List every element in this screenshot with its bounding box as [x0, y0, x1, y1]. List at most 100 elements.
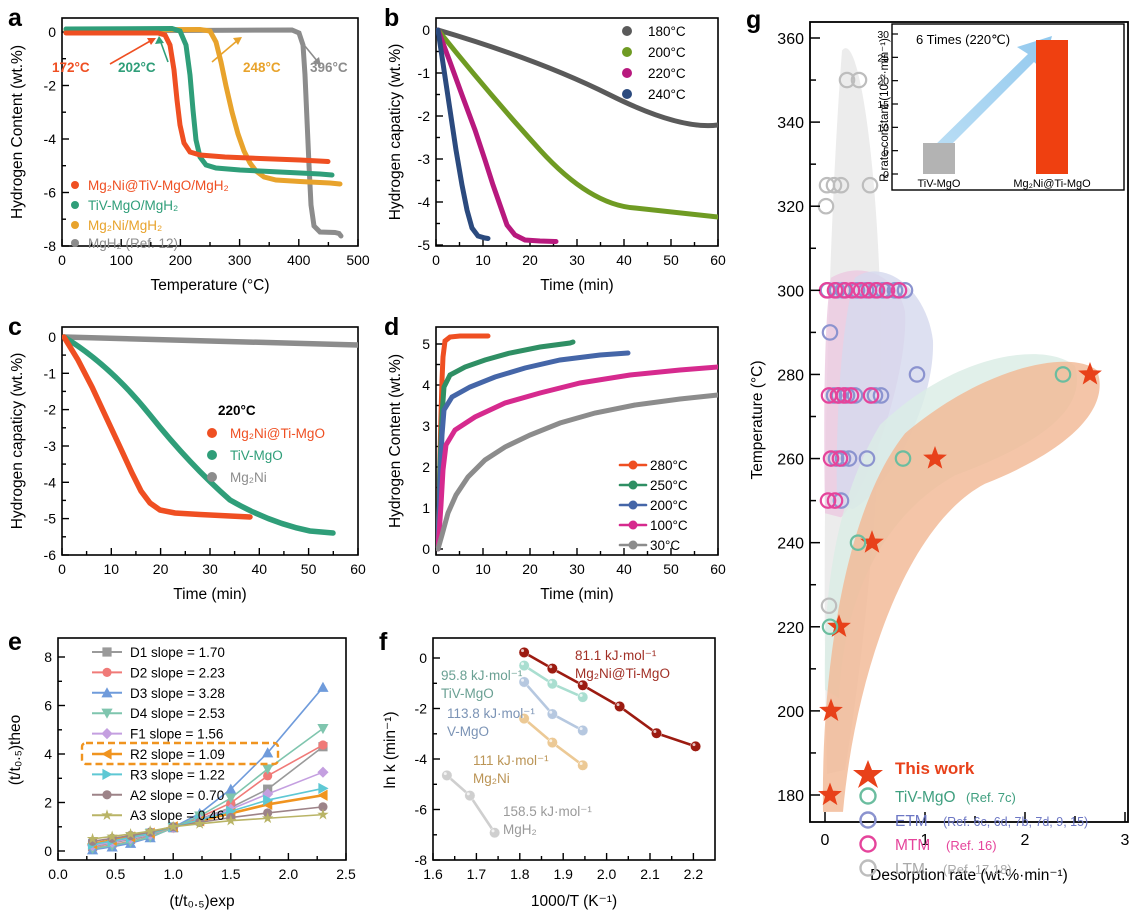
data-point	[261, 812, 274, 824]
data-point	[318, 740, 328, 750]
x-tick: 10	[475, 252, 491, 268]
point-highlight	[443, 772, 447, 776]
x-tick: 100	[110, 252, 134, 268]
inset-bar-tiv-mgo	[923, 143, 955, 174]
x-tick: 2	[1021, 832, 1030, 849]
x-tick: 30	[202, 561, 218, 577]
y-tick: 0	[419, 650, 427, 666]
data-point	[1054, 366, 1072, 383]
panel-a-chart: 0 100 200 300 400 500 0 -2 -4 -6 -8 Temp…	[9, 17, 370, 294]
series-100	[436, 364, 718, 552]
x-tick: 20	[153, 561, 169, 577]
data-point	[890, 282, 908, 299]
data-point	[832, 176, 850, 194]
x-tick: 20	[522, 252, 538, 268]
legend-item-label: A2 slope = 0.70	[130, 788, 224, 803]
panel-c-label: c	[8, 313, 22, 341]
x-tick: 0	[821, 832, 830, 849]
data-point	[838, 71, 856, 89]
legend-item-label: 220°C	[648, 66, 686, 81]
x-tick: 10	[475, 561, 491, 577]
data-point	[577, 725, 589, 736]
star-data-point	[923, 446, 947, 469]
x-tick: 2.1	[640, 866, 660, 882]
series-mg2ni-mgh2	[63, 26, 343, 187]
data-point	[86, 832, 99, 844]
point-highlight	[521, 678, 525, 682]
data-point	[690, 740, 701, 752]
panel-f-label: f	[379, 628, 388, 656]
y-tick: -2	[418, 108, 431, 124]
x-tick: 60	[350, 561, 366, 577]
legend-item-label: Mg₂Ni	[230, 470, 267, 485]
y-tick: -8	[44, 238, 57, 254]
data-point	[858, 450, 876, 467]
annot-ea: 113.8 kJ·mol⁻¹	[447, 706, 535, 721]
x-tick: 0.5	[106, 866, 126, 882]
legend-marker-icon	[102, 647, 112, 657]
point-highlight	[579, 681, 583, 685]
series-30	[436, 392, 718, 552]
legend-marker-icon	[102, 790, 112, 800]
legend-item-label: 30°C	[650, 538, 680, 553]
data-point	[835, 387, 853, 404]
inset-category-label: Mg₂Ni@Ti-MgO	[1013, 178, 1091, 190]
series-mg2ni	[62, 334, 358, 348]
data-point	[614, 701, 626, 712]
data-point	[861, 176, 879, 194]
y-tick: 220	[777, 620, 804, 637]
data-point	[546, 678, 558, 690]
series-mgh2	[63, 27, 344, 239]
y-tick: -4	[418, 194, 431, 210]
y-tick: -2	[415, 701, 428, 717]
data-point	[518, 647, 530, 658]
data-point	[829, 387, 847, 404]
annot-name: TiV-MgO	[441, 686, 494, 701]
legend-item-label: TiV-MgO	[230, 448, 283, 463]
point-highlight	[692, 743, 696, 747]
data-point	[825, 176, 843, 194]
panel-f-ylabel: ln k (min⁻¹)	[382, 711, 399, 788]
series-200	[436, 27, 718, 220]
data-point	[546, 708, 558, 720]
legend-item-label: D1 slope = 1.70	[130, 645, 225, 660]
panel-f-xlabel: 1000/T (K⁻¹)	[531, 893, 617, 910]
y-tick: -3	[418, 151, 431, 167]
star-data-point	[1078, 361, 1102, 385]
y-tick: 260	[777, 452, 804, 469]
x-tick: 0.0	[48, 866, 68, 882]
legend-item-label: R3 slope = 1.22	[130, 767, 225, 782]
y-tick: 320	[777, 199, 804, 216]
x-tick: 300	[228, 252, 252, 268]
y-tick: 6	[44, 698, 52, 714]
annot-name: Mg₂Ni	[473, 771, 510, 786]
annot-202: 202°C	[118, 60, 156, 75]
legend-item-label: Mg₂Ni/MgH₂	[88, 218, 162, 233]
annot-name: V-MgO	[447, 724, 489, 739]
x-tick: 1.0	[163, 866, 183, 882]
data-point	[318, 782, 329, 795]
point-highlight	[579, 693, 583, 697]
panel-f: f 1.6 1.7 1.8	[375, 620, 740, 918]
panel-d-xlabel: Time (min)	[540, 586, 613, 603]
legend-item-label: TiV-MgO	[895, 789, 956, 806]
legend-item-label: Mg₂Ni@TiV-MgO/MgH₂	[88, 178, 229, 193]
x-tick: 30	[569, 561, 585, 577]
x-tick: 30	[569, 252, 585, 268]
x-tick: 400	[287, 252, 311, 268]
data-point	[894, 450, 912, 467]
legend-item-label: R2 slope = 1.09	[130, 747, 225, 762]
x-tick: 50	[663, 252, 679, 268]
y-tick: 360	[777, 31, 804, 48]
x-tick: 3	[1121, 832, 1130, 849]
x-tick: 0	[58, 252, 66, 268]
y-tick: -6	[44, 185, 57, 201]
inset-y-tick: 25	[877, 52, 889, 64]
data-point	[546, 663, 558, 675]
star-data-point	[827, 614, 851, 637]
y-tick: 4	[422, 377, 430, 393]
legend-item-ref: (Ref. 7c)	[966, 790, 1016, 805]
inset-y-tick: 30	[877, 29, 889, 41]
x-tick: 50	[301, 561, 317, 577]
